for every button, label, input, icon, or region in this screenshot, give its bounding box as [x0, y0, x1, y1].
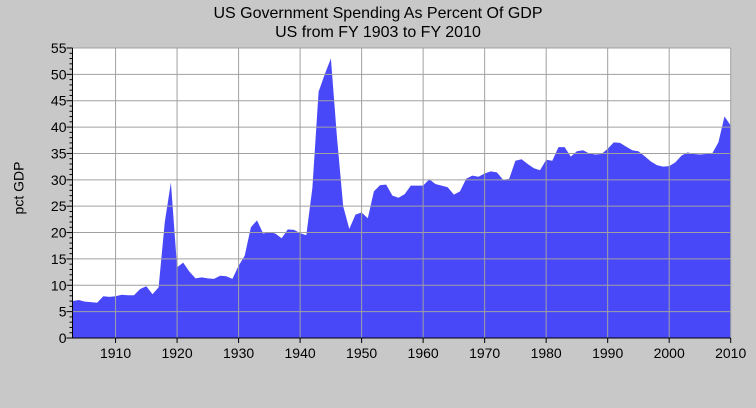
y-tick-label: 45 — [51, 93, 67, 109]
x-tick-label: 1980 — [531, 345, 562, 361]
chart-title: US Government Spending As Percent Of GDP — [213, 5, 543, 22]
x-tick-label: 1940 — [285, 345, 316, 361]
x-tick-label: 1970 — [469, 345, 500, 361]
x-tick-label: 1950 — [346, 345, 377, 361]
y-tick-label: 40 — [51, 119, 67, 135]
y-tick-label: 10 — [51, 277, 67, 293]
x-tick-label: 1910 — [100, 345, 131, 361]
x-tick-label: 1930 — [223, 345, 254, 361]
y-tick-label: 55 — [51, 40, 67, 56]
y-tick-label: 0 — [59, 330, 67, 346]
x-tick-label: 2000 — [654, 345, 685, 361]
x-tick-label: 1990 — [592, 345, 623, 361]
y-tick-label: 25 — [51, 198, 67, 214]
y-tick-label: 50 — [51, 66, 67, 82]
x-tick-label: 2010 — [715, 345, 746, 361]
y-tick-label: 30 — [51, 172, 67, 188]
x-tick-label: 1920 — [161, 345, 192, 361]
x-tick-label: 1960 — [408, 345, 439, 361]
y-tick-label: 20 — [51, 225, 67, 241]
y-tick-label: 35 — [51, 145, 67, 161]
chart-subtitle: US from FY 1903 to FY 2010 — [275, 24, 481, 41]
y-tick-label: 5 — [59, 304, 67, 320]
y-tick-label: 15 — [51, 251, 67, 267]
area-series — [72, 58, 731, 338]
